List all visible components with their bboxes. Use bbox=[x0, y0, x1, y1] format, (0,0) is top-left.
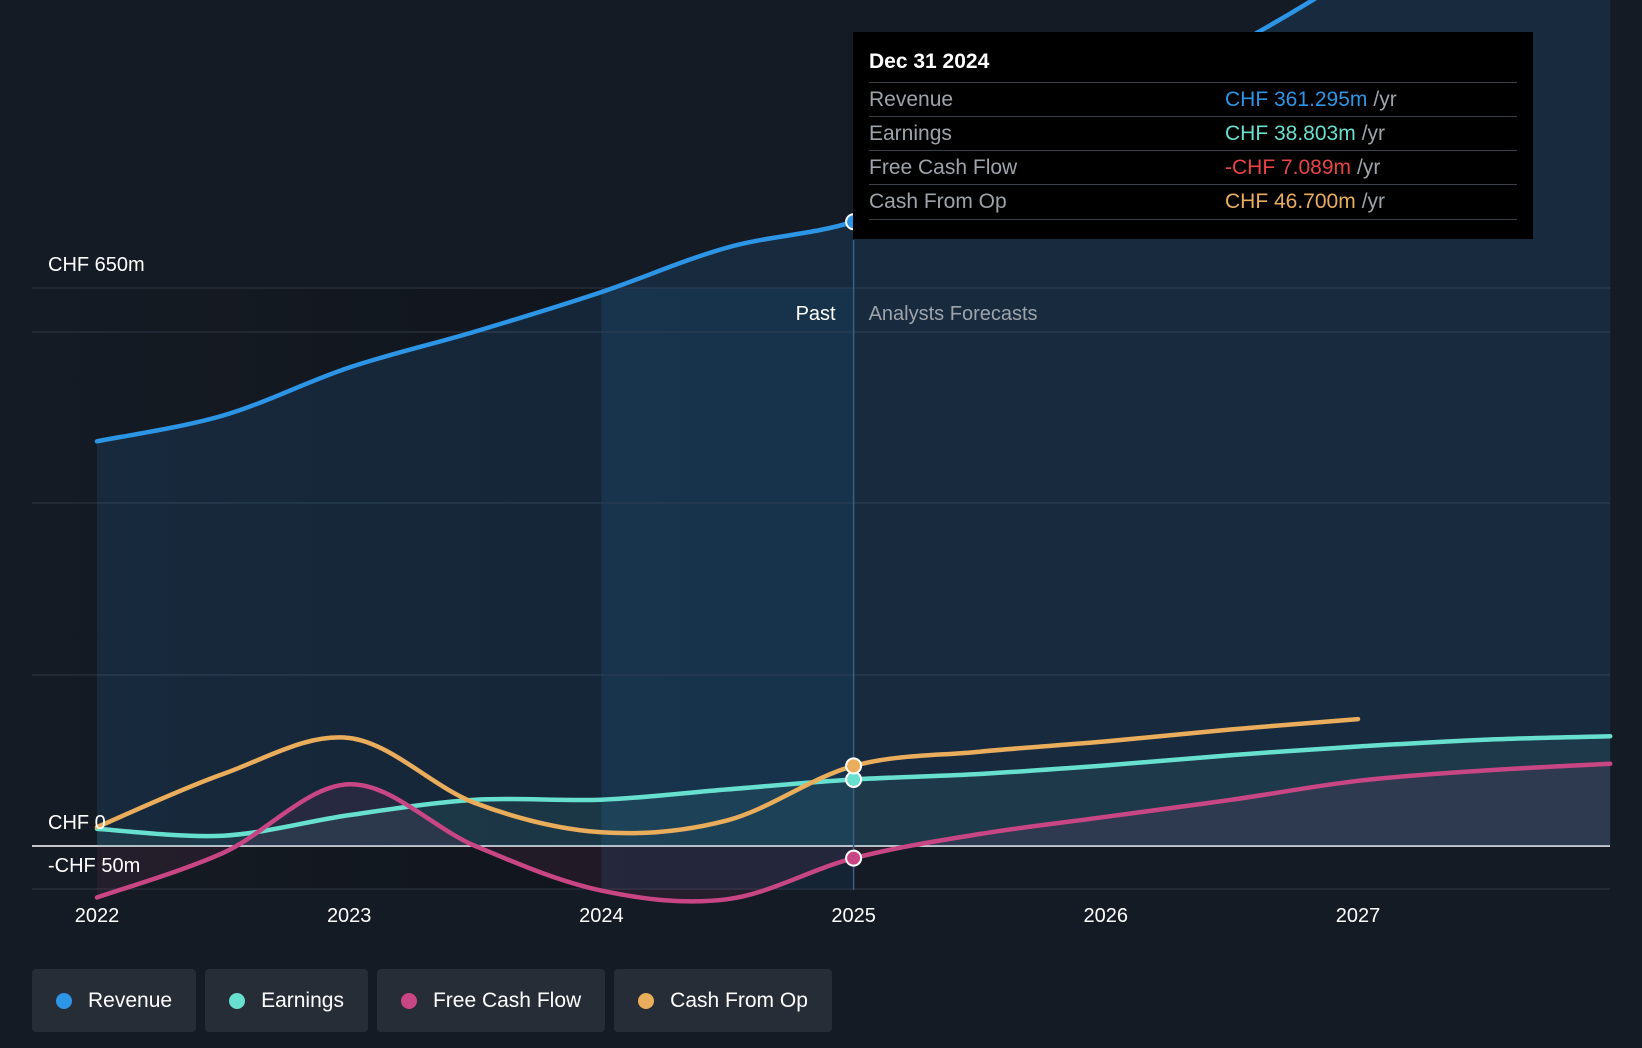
tooltip-row-value: CHF 361.295m/yr bbox=[1225, 88, 1397, 112]
x-tick-label-2026: 2026 bbox=[1084, 905, 1129, 927]
tooltip-row-label: Earnings bbox=[869, 122, 952, 145]
tooltip-row-revenue: Revenue CHF 361.295m/yr bbox=[869, 82, 1517, 117]
tooltip-row-label: Free Cash Flow bbox=[869, 156, 1018, 179]
tooltip-value-text: -CHF 7.089m bbox=[1225, 156, 1352, 179]
legend-dot-icon bbox=[638, 992, 655, 1009]
y-tick-label-top: CHF 650m bbox=[48, 254, 145, 276]
tooltip-value-text: CHF 361.295m bbox=[1225, 88, 1368, 111]
legend-item-cash-from-op[interactable]: Cash From Op bbox=[614, 969, 832, 1032]
past-label: Past bbox=[796, 303, 836, 325]
y-tick-label-bottom: -CHF 50m bbox=[48, 855, 140, 877]
x-tick-label-2024: 2024 bbox=[579, 905, 624, 927]
cash-from-op-line bbox=[94, 716, 1361, 836]
legend-label: Cash From Op bbox=[670, 988, 808, 1012]
tooltip-date: Dec 31 2024 bbox=[869, 50, 990, 73]
legend: Revenue Earnings Free Cash Flow Cash From O… bbox=[32, 969, 832, 1032]
legend-label: Earnings bbox=[261, 988, 344, 1012]
tooltip-value-text: CHF 46.700m bbox=[1225, 190, 1356, 213]
tooltip-row-cash-from-op: Cash From Op CHF 46.700m/yr bbox=[869, 184, 1517, 220]
x-tick-label-2027: 2027 bbox=[1336, 905, 1381, 927]
cash-from-op-marker bbox=[845, 757, 863, 775]
tooltip-unit: /yr bbox=[1361, 122, 1386, 145]
x-tick-label-2023: 2023 bbox=[327, 905, 372, 927]
legend-item-earnings[interactable]: Earnings bbox=[205, 969, 368, 1032]
tooltip-row-label: Revenue bbox=[869, 88, 954, 111]
tooltip-row-label: Cash From Op bbox=[869, 190, 1007, 213]
tooltip: Dec 31 2024 Revenue CHF 361.295m/yr Earnin… bbox=[853, 32, 1533, 239]
y-tick-label-zero: CHF 0 bbox=[48, 812, 106, 834]
tooltip-value-text: CHF 38.803m bbox=[1225, 122, 1356, 145]
tooltip-unit: /yr bbox=[1357, 156, 1381, 179]
legend-dot-icon bbox=[400, 992, 417, 1009]
legend-item-revenue[interactable]: Revenue bbox=[32, 969, 197, 1032]
forecast-label: Analysts Forecasts bbox=[869, 303, 1038, 325]
legend-dot-icon bbox=[56, 992, 72, 1009]
legend-dot-icon bbox=[229, 992, 246, 1009]
x-axis-ticks: 2022 2023 2024 2025 2026 2027 bbox=[75, 905, 1381, 927]
legend-label: Revenue bbox=[88, 988, 173, 1012]
tooltip-row-earnings: Earnings CHF 38.803m/yr bbox=[869, 116, 1517, 151]
gridlines bbox=[32, 287, 1610, 890]
tooltip-row-value: CHF 38.803m/yr bbox=[1225, 122, 1385, 146]
free-cash-flow-marker bbox=[845, 849, 863, 867]
tooltip-row-free-cash-flow: Free Cash Flow -CHF 7.089m/yr bbox=[869, 150, 1517, 185]
x-tick-label-2022: 2022 bbox=[75, 905, 120, 927]
legend-item-free-cash-flow[interactable]: Free Cash Flow bbox=[376, 969, 606, 1032]
tooltip-row-value: -CHF 7.089m/yr bbox=[1225, 156, 1380, 180]
legend-label: Free Cash Flow bbox=[432, 988, 582, 1012]
tooltip-row-value: CHF 46.700m/yr bbox=[1225, 190, 1385, 214]
tooltip-unit: /yr bbox=[1361, 190, 1386, 213]
tooltip-unit: /yr bbox=[1373, 88, 1397, 111]
free-cash-flow-area bbox=[97, 763, 1611, 902]
x-tick-label-2025: 2025 bbox=[831, 905, 876, 927]
